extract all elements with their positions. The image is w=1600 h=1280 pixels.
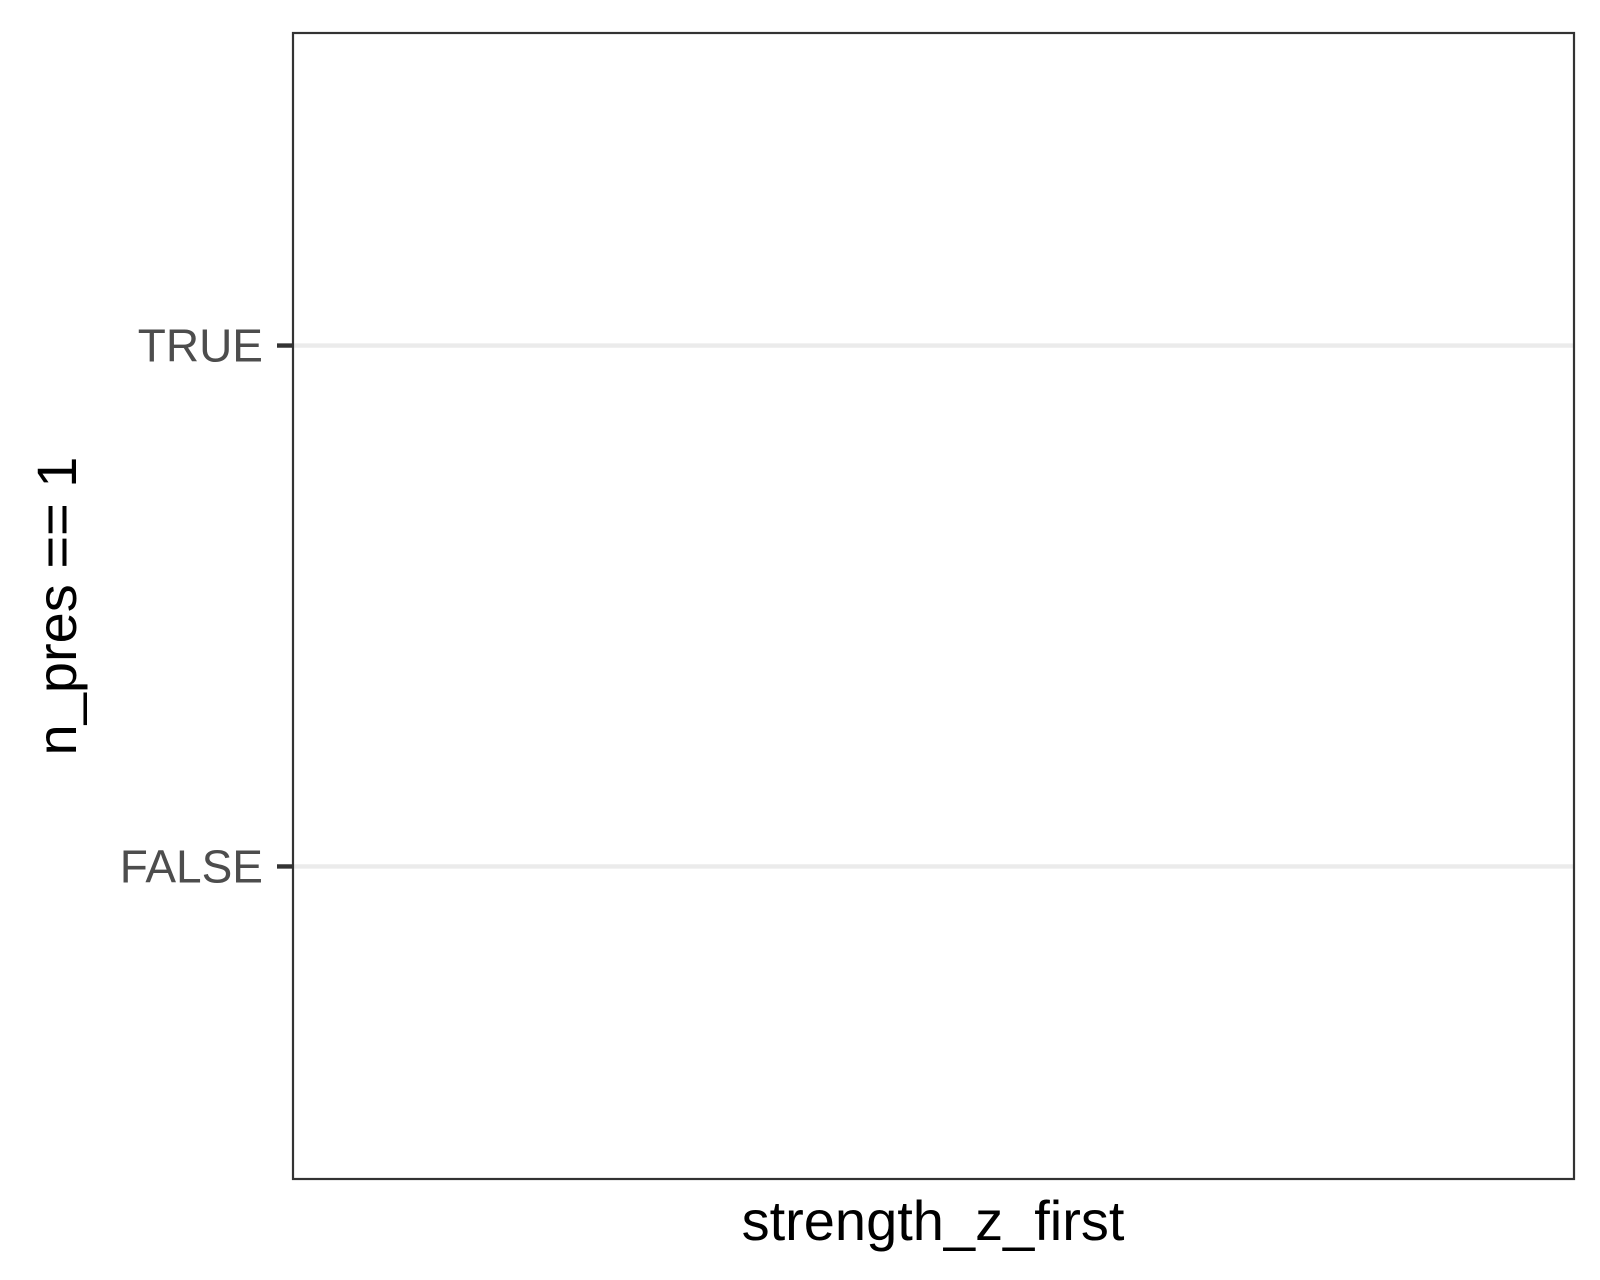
y-tick-label-false: FALSE (120, 840, 263, 892)
gridlines (293, 343, 1574, 869)
y-axis-tick-labels: FALSE TRUE (120, 320, 263, 893)
y-tick-label-true: TRUE (138, 320, 263, 372)
panel-border (291, 31, 1576, 1181)
y-axis-ticks (277, 343, 293, 869)
x-axis-title: strength_z_first (742, 1189, 1125, 1252)
y-axis-title: n_pres == 1 (25, 457, 88, 756)
